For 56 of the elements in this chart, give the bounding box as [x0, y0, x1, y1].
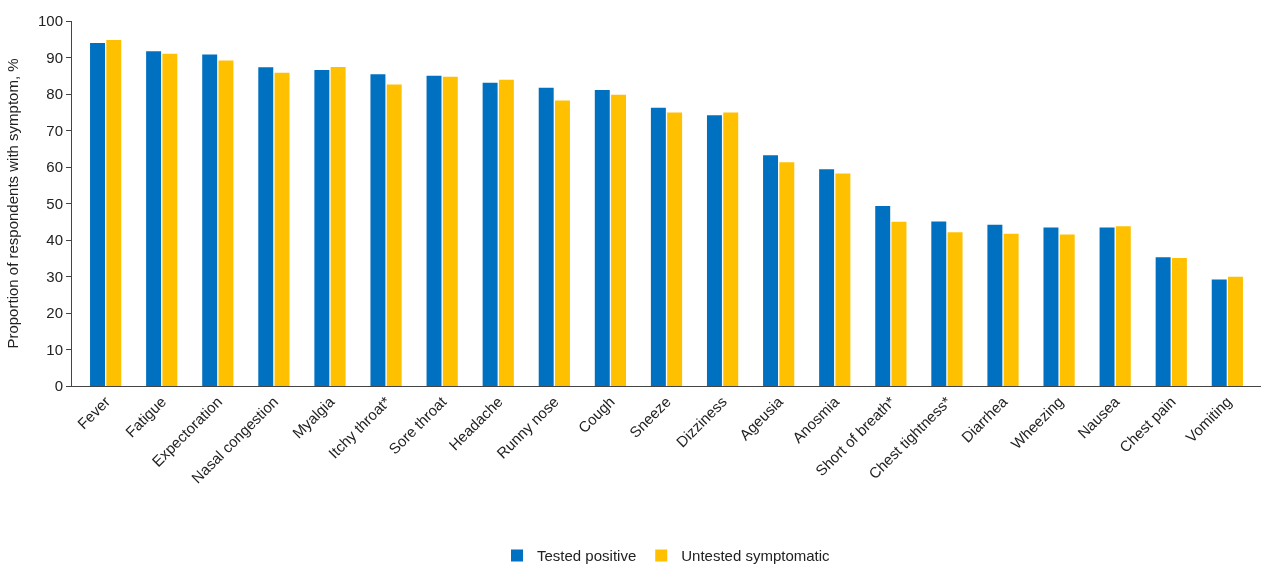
y-tick-label: 70: [46, 121, 63, 139]
bar: [931, 221, 947, 386]
bar: [875, 206, 891, 386]
bar: [1099, 227, 1115, 386]
bar: [1211, 279, 1227, 386]
bar: [330, 66, 346, 386]
bar: [314, 69, 330, 386]
bar: [1228, 276, 1243, 386]
bar: [723, 112, 739, 386]
bar: [819, 169, 835, 386]
y-tick-label: 40: [46, 231, 63, 249]
bar: [835, 173, 851, 386]
bar: [90, 42, 105, 386]
y-tick-label: 100: [37, 12, 63, 30]
bar: [146, 51, 162, 386]
legend-label: Tested positive: [537, 547, 637, 565]
bar: [274, 72, 290, 386]
bar: [611, 94, 627, 386]
bar: [370, 74, 386, 386]
y-tick-label: 0: [54, 377, 63, 395]
bar: [1003, 233, 1019, 386]
bar: [202, 54, 218, 386]
y-tick-label: 90: [46, 48, 63, 66]
bar: [1171, 257, 1187, 386]
bar: [538, 87, 554, 386]
bar: [987, 224, 1003, 386]
bar: [106, 39, 122, 386]
y-tick-label: 10: [46, 340, 63, 358]
bar: [426, 75, 442, 386]
bar: [482, 82, 498, 386]
bar: [1115, 226, 1131, 386]
bar: [162, 53, 178, 386]
bar: [667, 112, 683, 386]
y-tick-label: 30: [46, 267, 63, 285]
bar: [594, 89, 610, 386]
y-tick-label: 50: [46, 194, 63, 212]
bar: [442, 76, 458, 386]
bar: [1155, 257, 1171, 386]
bar: [706, 115, 722, 386]
bar: [763, 155, 779, 386]
bar: [779, 162, 795, 386]
y-axis-title: Proportion of respondents with symptom, %: [4, 58, 22, 349]
bar: [218, 60, 234, 386]
bar: [650, 107, 666, 386]
bar: [386, 84, 402, 386]
bar: [1043, 227, 1059, 386]
y-tick-label: 20: [46, 304, 63, 322]
bar: [1059, 234, 1075, 386]
legend-label: Untested symptomatic: [681, 547, 831, 565]
bar: [498, 79, 514, 386]
y-tick-label: 60: [46, 158, 63, 176]
bar: [258, 67, 274, 386]
bar: [947, 232, 963, 386]
bar: [554, 100, 570, 386]
y-tick-label: 80: [46, 85, 63, 103]
bar: [891, 221, 907, 386]
